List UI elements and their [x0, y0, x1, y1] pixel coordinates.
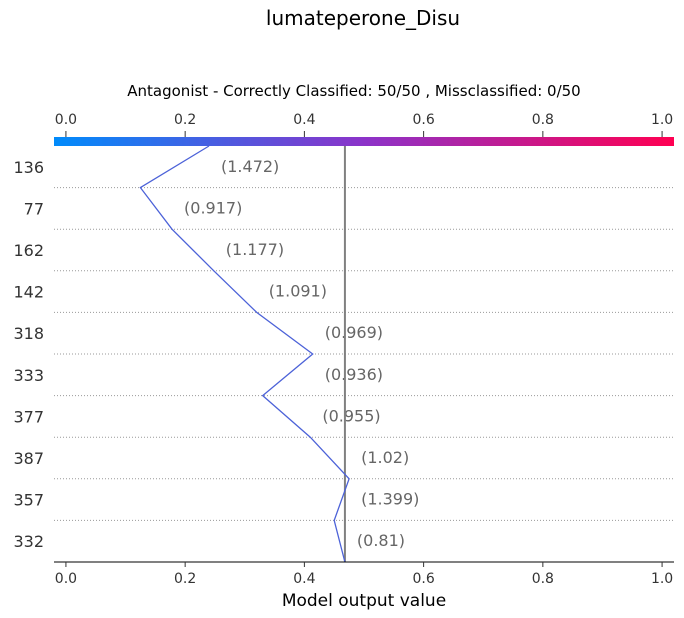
feature-value-label: (1.091): [269, 282, 327, 301]
row-label: 357: [13, 491, 44, 510]
top-tick-label: 0.4: [293, 112, 315, 128]
chart-title: lumateperone_Disu: [266, 6, 460, 30]
feature-value-label: (0.936): [325, 365, 383, 384]
row-labels: 136 77 162 142 318 333 377 387 357 332: [13, 158, 44, 551]
bottom-tick-label: 1.0: [651, 571, 673, 587]
feature-value-label: (1.399): [361, 490, 419, 509]
top-tick-label: 1.0: [651, 112, 673, 128]
bottom-tick-label: 0.8: [532, 571, 554, 587]
decision-path-line: [139, 145, 350, 563]
row-label: 162: [13, 241, 44, 260]
feature-value-label: (1.02): [361, 448, 409, 467]
feature-value-label: (0.955): [322, 406, 380, 425]
row-label: 332: [13, 532, 44, 551]
row-label: 387: [13, 449, 44, 468]
bottom-tick-label: 0.2: [174, 571, 196, 587]
feature-value-labels: (1.472) (0.917) (1.177) (1.091) (0.969) (0.93…: [184, 157, 419, 550]
top-axis: 0.0 0.2 0.4 0.6 0.8 1.0: [55, 112, 673, 137]
colorbar: [54, 137, 674, 146]
top-tick-label: 0.8: [532, 112, 554, 128]
feature-value-label: (0.81): [357, 531, 405, 550]
x-axis-label: Model output value: [282, 591, 446, 611]
bottom-tick-label: 0.0: [55, 571, 77, 587]
chart-subtitle: Antagonist - Correctly Classified: 50/50…: [127, 82, 580, 100]
feature-value-label: (1.472): [221, 157, 279, 176]
row-label: 136: [13, 158, 44, 177]
row-label: 318: [13, 324, 44, 343]
row-label: 142: [13, 283, 44, 302]
bottom-axis: 0.0 0.2 0.4 0.6 0.8 1.0: [55, 562, 673, 587]
top-tick-label: 0.6: [412, 112, 434, 128]
feature-value-label: (0.969): [325, 323, 383, 342]
grid-lines: [54, 187, 674, 521]
top-tick-label: 0.2: [174, 112, 196, 128]
feature-value-label: (1.177): [226, 240, 284, 259]
feature-value-label: (0.917): [184, 198, 242, 217]
row-label: 377: [13, 407, 44, 426]
row-label: 77: [24, 199, 44, 218]
bottom-tick-label: 0.4: [293, 571, 315, 587]
top-tick-label: 0.0: [55, 112, 77, 128]
bottom-tick-label: 0.6: [412, 571, 434, 587]
row-label: 333: [13, 366, 44, 385]
